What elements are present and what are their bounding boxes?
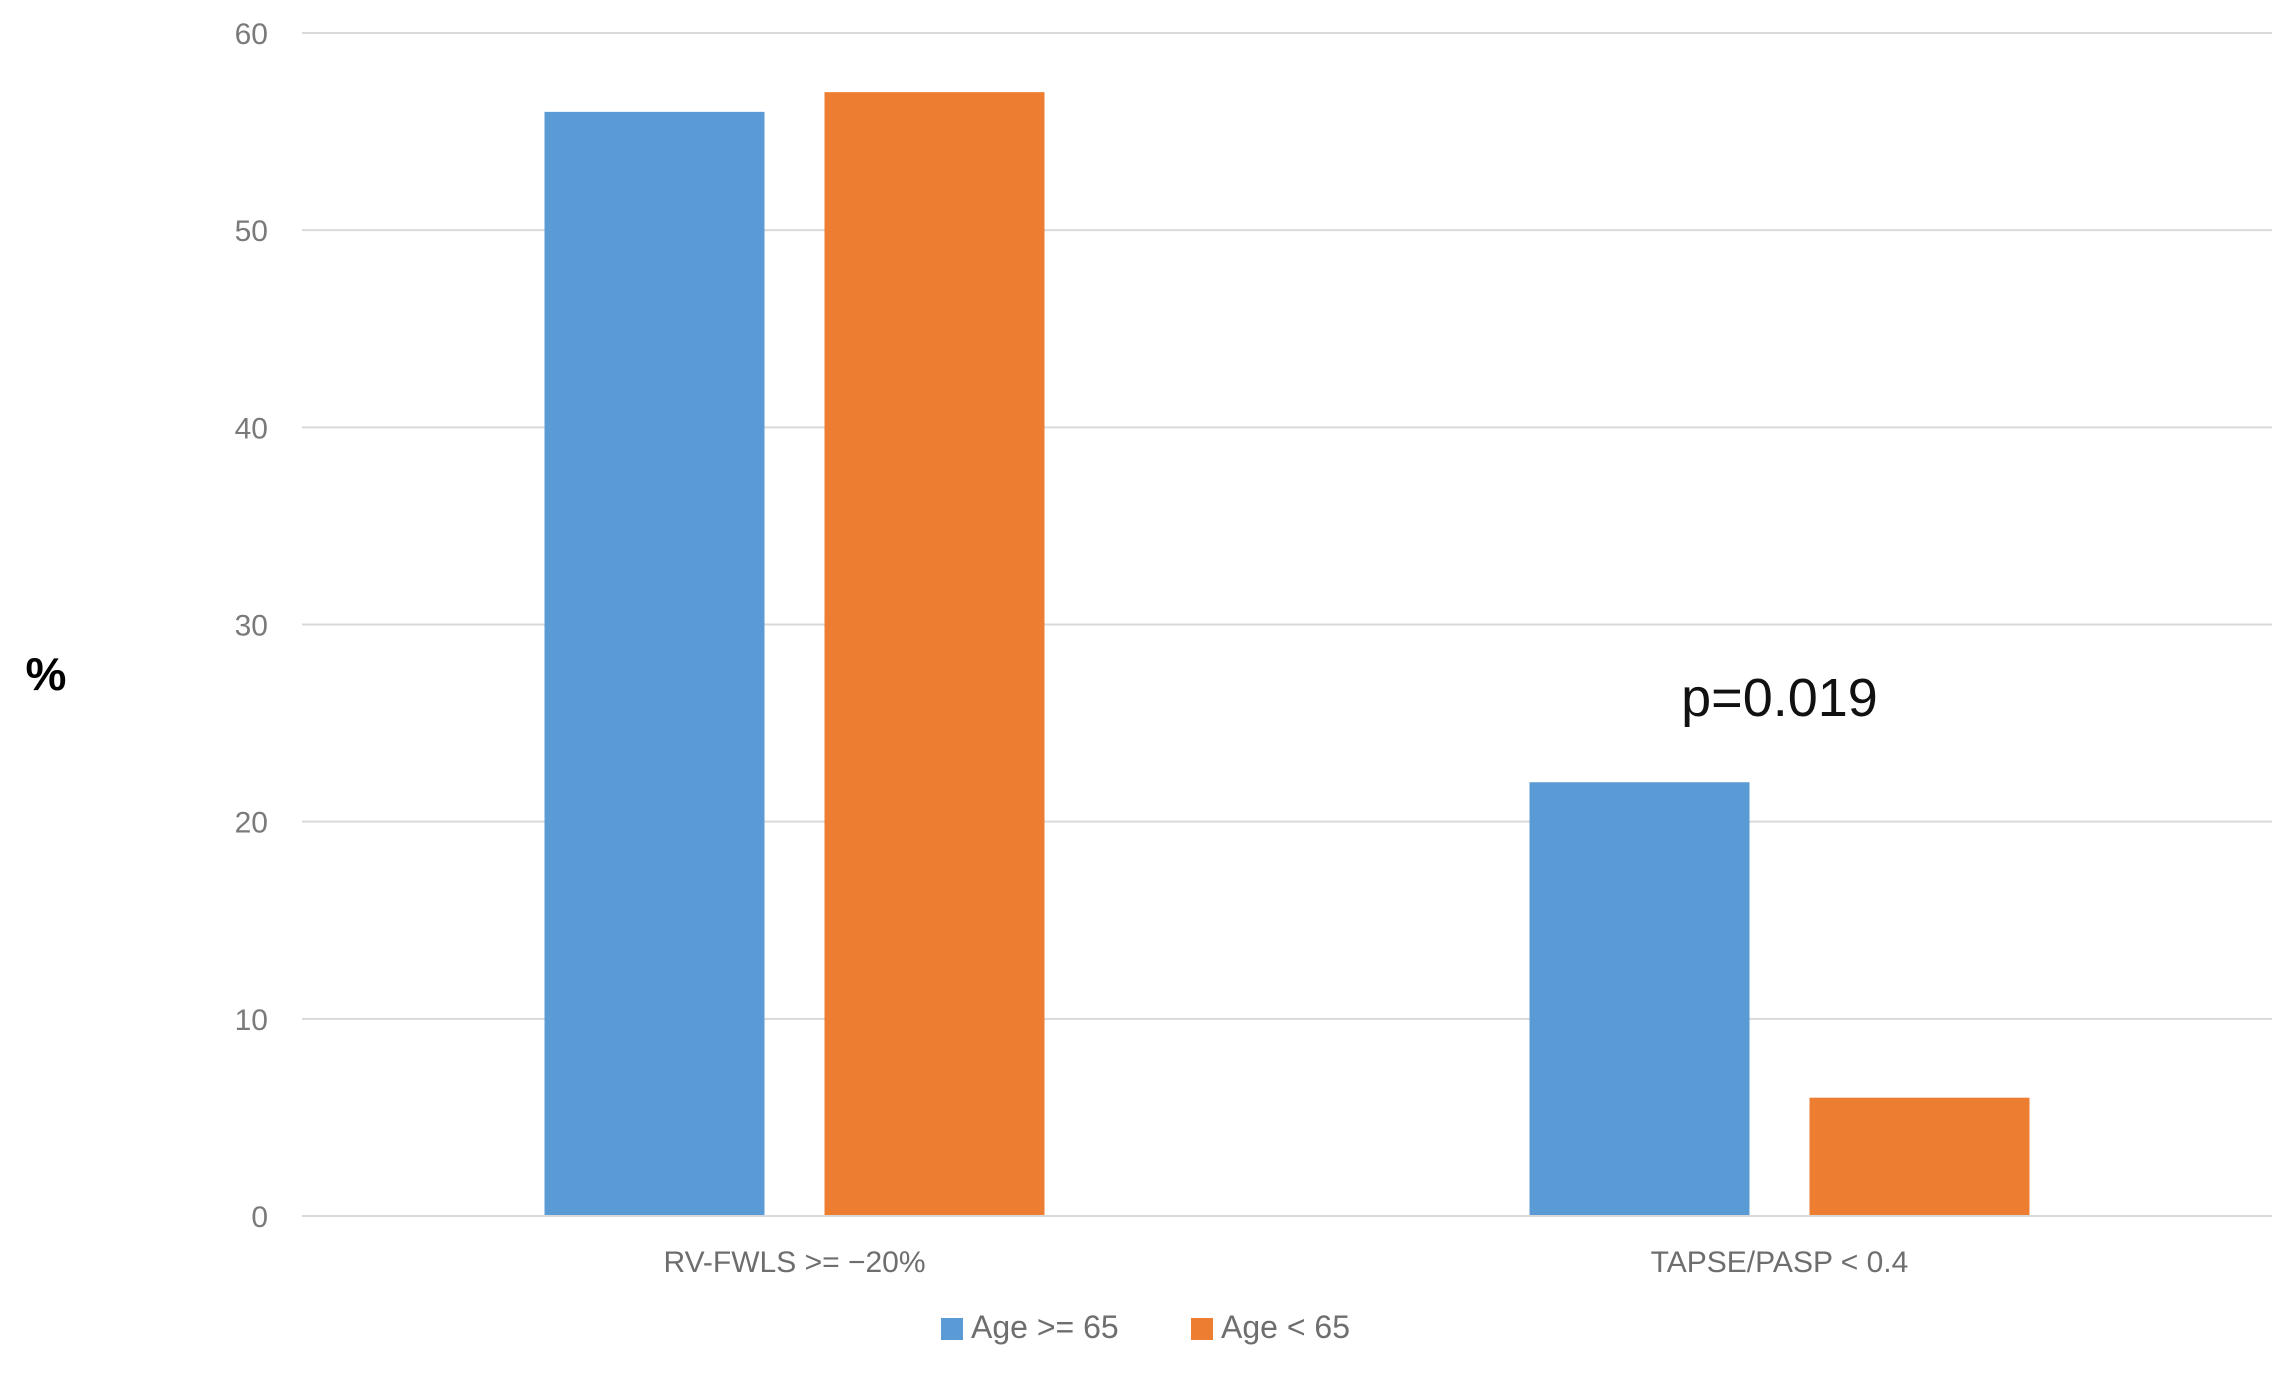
- y-axis-title: %: [26, 648, 67, 700]
- y-tick-label: 60: [235, 18, 268, 51]
- legend: Age >= 65 Age < 65: [941, 1309, 1350, 1345]
- x-category-label: TAPSE/PASP < 0.4: [1651, 1246, 1909, 1279]
- y-tick-label: 40: [235, 412, 268, 445]
- bar-age-65-plus-2: [1529, 782, 1750, 1216]
- legend-label: Age < 65: [1221, 1309, 1350, 1345]
- y-axis-ticks: 0 10 20 30 40 50 60: [235, 18, 268, 1234]
- y-tick-label: 10: [235, 1004, 268, 1037]
- y-tick-label: 50: [235, 215, 268, 248]
- x-category-label: RV-FWLS >= −20%: [663, 1246, 925, 1279]
- legend-item: Age >= 65: [941, 1309, 1119, 1345]
- y-tick-label: 30: [235, 610, 268, 643]
- legend-item: Age < 65: [1191, 1309, 1350, 1345]
- bar-age-under-65-2: [1809, 1097, 2030, 1216]
- legend-label: Age >= 65: [971, 1309, 1119, 1345]
- bar-age-under-65-1: [824, 92, 1045, 1216]
- bars: [544, 92, 2030, 1216]
- x-axis-categories: RV-FWLS >= −20% TAPSE/PASP < 0.4: [663, 1246, 1908, 1279]
- annotations: p=0.019: [1681, 668, 1878, 728]
- legend-swatch: [941, 1318, 963, 1340]
- bar-age-65-plus-1: [544, 111, 765, 1216]
- p-value-annotation: p=0.019: [1681, 668, 1878, 728]
- y-tick-label: 20: [235, 807, 268, 840]
- y-tick-label: 0: [251, 1201, 268, 1234]
- legend-swatch: [1191, 1318, 1213, 1340]
